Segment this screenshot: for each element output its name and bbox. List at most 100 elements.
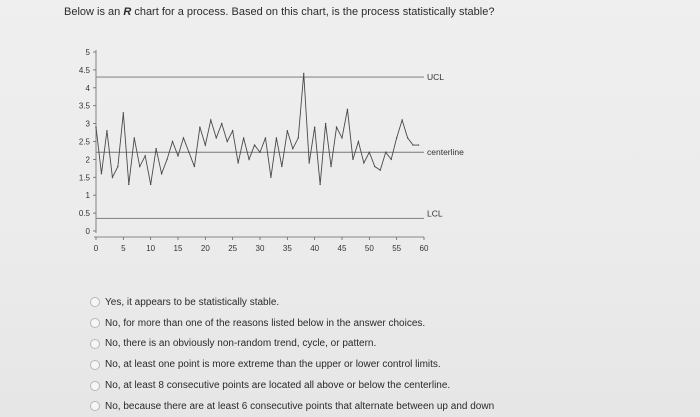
data-point xyxy=(363,162,365,164)
data-point xyxy=(324,122,327,125)
data-point xyxy=(171,140,174,143)
data-point xyxy=(286,130,289,132)
x-tick-label: 10 xyxy=(146,244,155,253)
data-point xyxy=(368,151,371,153)
data-point xyxy=(303,72,305,75)
data-point xyxy=(237,162,239,164)
data-point xyxy=(133,137,135,139)
question-prefix: Below is an xyxy=(64,6,124,18)
x-tick-label: 50 xyxy=(365,244,374,253)
y-tick-label: 0.5 xyxy=(79,209,91,218)
data-point xyxy=(149,183,152,186)
data-point xyxy=(390,158,392,161)
data-point xyxy=(401,119,403,121)
data-point xyxy=(117,165,119,168)
y-tick-label: 0 xyxy=(86,227,91,236)
radio-button[interactable] xyxy=(90,401,100,412)
r-chart-svg: 00.511.522.533.544.550 5 10 15 20 25 30 35 40 45 5… xyxy=(79,48,464,253)
data-point xyxy=(352,158,354,161)
radio-button[interactable] xyxy=(90,380,100,391)
data-point xyxy=(166,158,168,161)
y-tick-label: 2 xyxy=(86,155,91,164)
y-tick-label: 2.5 xyxy=(79,138,91,147)
x-tick-label: 60 xyxy=(420,244,429,253)
data-point xyxy=(139,165,141,168)
choice-2[interactable]: No, for more than one of the reasons lis… xyxy=(90,313,494,334)
data-point xyxy=(106,130,108,132)
data-point xyxy=(417,144,420,146)
radio-button[interactable] xyxy=(90,297,100,308)
data-point xyxy=(144,155,146,157)
data-point xyxy=(188,151,190,153)
x-tick-label: 35 xyxy=(283,244,292,253)
x-tick-label: 40 xyxy=(310,244,319,253)
x-tick-label: 55 xyxy=(392,244,401,253)
choice-label: No, there is an obviously non-random tre… xyxy=(105,338,377,350)
data-point xyxy=(193,165,196,168)
radio-button[interactable] xyxy=(90,318,100,329)
data-point xyxy=(275,137,278,139)
data-point xyxy=(319,183,321,186)
choice-label: No, for more than one of the reasons lis… xyxy=(105,317,426,329)
data-point xyxy=(160,173,163,175)
data-point xyxy=(395,137,398,139)
data-point xyxy=(406,137,409,139)
data-point xyxy=(248,158,250,161)
data-point xyxy=(357,140,360,143)
data-point xyxy=(210,119,212,121)
data-point xyxy=(221,122,223,125)
control-line-label-centerline: centerline xyxy=(427,147,464,157)
data-point xyxy=(374,165,376,168)
x-tick-label: 0 xyxy=(94,244,99,253)
data-point xyxy=(308,162,310,164)
data-point xyxy=(177,155,179,157)
question-suffix: chart for a process. Based on this chart… xyxy=(131,6,495,18)
control-line-label-lcl: LCL xyxy=(427,208,443,218)
choice-label: No, at least one point is more extreme t… xyxy=(105,359,441,371)
x-tick-label: 45 xyxy=(338,244,347,253)
choice-3[interactable]: No, there is an obviously non-random tre… xyxy=(90,334,494,355)
data-point xyxy=(226,140,228,143)
choice-4[interactable]: No, at least one point is more extreme t… xyxy=(90,354,494,375)
x-tick-label: 5 xyxy=(121,244,126,253)
data-point xyxy=(215,137,217,139)
x-tick-label: 30 xyxy=(256,244,265,253)
data-point xyxy=(335,126,338,128)
radio-button[interactable] xyxy=(90,338,100,349)
y-tick-label: 5 xyxy=(86,48,91,57)
y-tick-label: 3 xyxy=(86,120,91,129)
data-point xyxy=(111,176,114,178)
control-line-label-ucl: UCL xyxy=(427,72,444,82)
data-point xyxy=(292,147,294,150)
data-point xyxy=(385,151,387,153)
y-tick-label: 3.5 xyxy=(79,102,91,111)
data-point xyxy=(313,126,316,128)
data-point xyxy=(122,112,125,114)
data-point xyxy=(379,169,381,171)
data-point xyxy=(412,144,414,146)
data-point xyxy=(155,147,157,150)
data-point xyxy=(95,126,97,128)
y-tick-label: 1.5 xyxy=(79,173,91,182)
data-point xyxy=(231,130,234,132)
answer-choices: Yes, it appears to be statistically stab… xyxy=(90,292,494,417)
choice-5[interactable]: No, at least 8 consecutive points are lo… xyxy=(90,375,494,396)
series-line xyxy=(95,73,419,185)
data-point xyxy=(100,173,103,175)
choice-label: No, because there are at least 6 consecu… xyxy=(105,400,495,412)
data-point xyxy=(297,137,299,139)
radio-button[interactable] xyxy=(90,359,100,370)
choice-label: Yes, it appears to be statistically stab… xyxy=(105,296,280,308)
y-tick-label: 1 xyxy=(86,191,91,200)
choice-label: No, at least 8 consecutive points are lo… xyxy=(105,380,451,392)
data-point xyxy=(330,165,332,168)
data-point xyxy=(346,108,349,110)
x-tick-label: 25 xyxy=(228,244,237,253)
data-point xyxy=(253,144,256,146)
data-point xyxy=(264,137,267,139)
choice-6[interactable]: No, because there are at least 6 consecu… xyxy=(90,396,494,417)
choice-1[interactable]: Yes, it appears to be statistically stab… xyxy=(90,292,494,313)
question-emphasis: R xyxy=(123,6,132,18)
data-point xyxy=(281,165,283,168)
r-chart: 0 0.5 1 1.5 2 2.5 3 3.5 4 4.5 5 0 5 10 15 20 25 30 35 40 45 5… xyxy=(56,40,516,260)
